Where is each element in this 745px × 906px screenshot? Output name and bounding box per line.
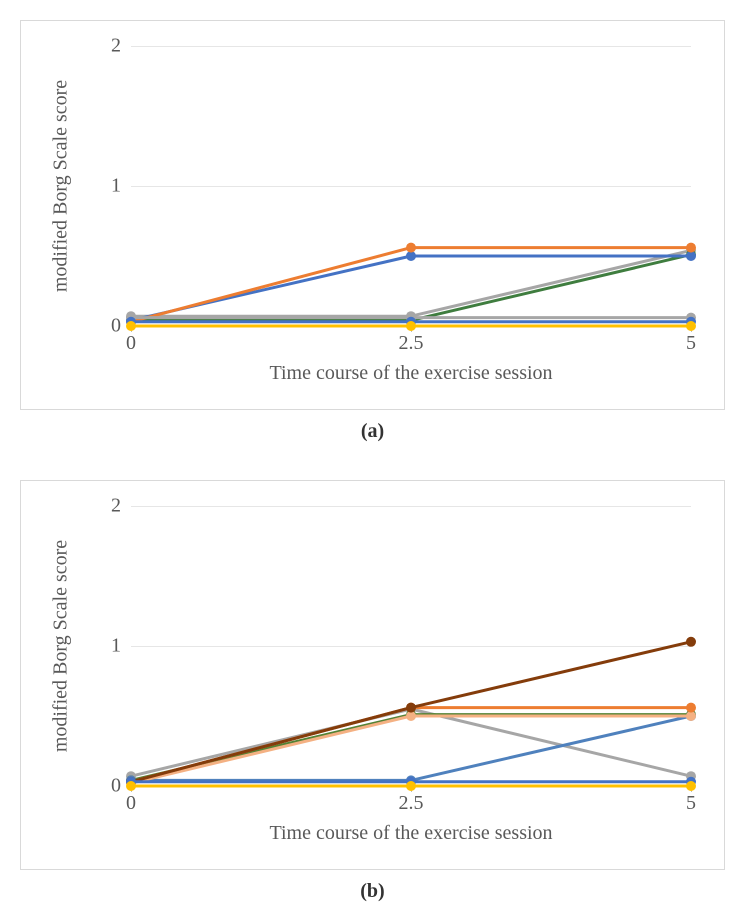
series-line (131, 256, 691, 320)
series-marker (686, 781, 696, 791)
series-marker (686, 703, 696, 713)
y-axis-title-b: modified Borg Scale score (50, 540, 73, 752)
series-line (131, 716, 691, 780)
plot-area-b: modified Borg Scale score Time course of… (131, 506, 691, 786)
series-marker (126, 321, 136, 331)
series-marker (406, 243, 416, 253)
y-tick-label: 2 (111, 495, 131, 518)
caption-a: (a) (0, 420, 745, 443)
y-tick-label: 2 (111, 35, 131, 58)
series-svg (131, 506, 691, 786)
series-marker (406, 781, 416, 791)
series-marker (406, 703, 416, 713)
series-line (131, 715, 691, 781)
series-line (131, 716, 691, 783)
chart-panel-a: modified Borg Scale score Time course of… (20, 20, 725, 410)
series-svg (131, 46, 691, 326)
page: modified Borg Scale score Time course of… (0, 0, 745, 906)
series-line (131, 255, 691, 321)
chart-panel-b: modified Borg Scale score Time course of… (20, 480, 725, 870)
series-marker (126, 781, 136, 791)
series-marker (686, 637, 696, 647)
caption-b: (b) (0, 880, 745, 903)
y-tick-label: 1 (111, 175, 131, 198)
series-marker (686, 243, 696, 253)
y-axis-title-a: modified Borg Scale score (50, 80, 73, 292)
series-marker (406, 321, 416, 331)
plot-area-a: modified Borg Scale score Time course of… (131, 46, 691, 326)
y-tick-label: 1 (111, 635, 131, 658)
series-marker (686, 321, 696, 331)
